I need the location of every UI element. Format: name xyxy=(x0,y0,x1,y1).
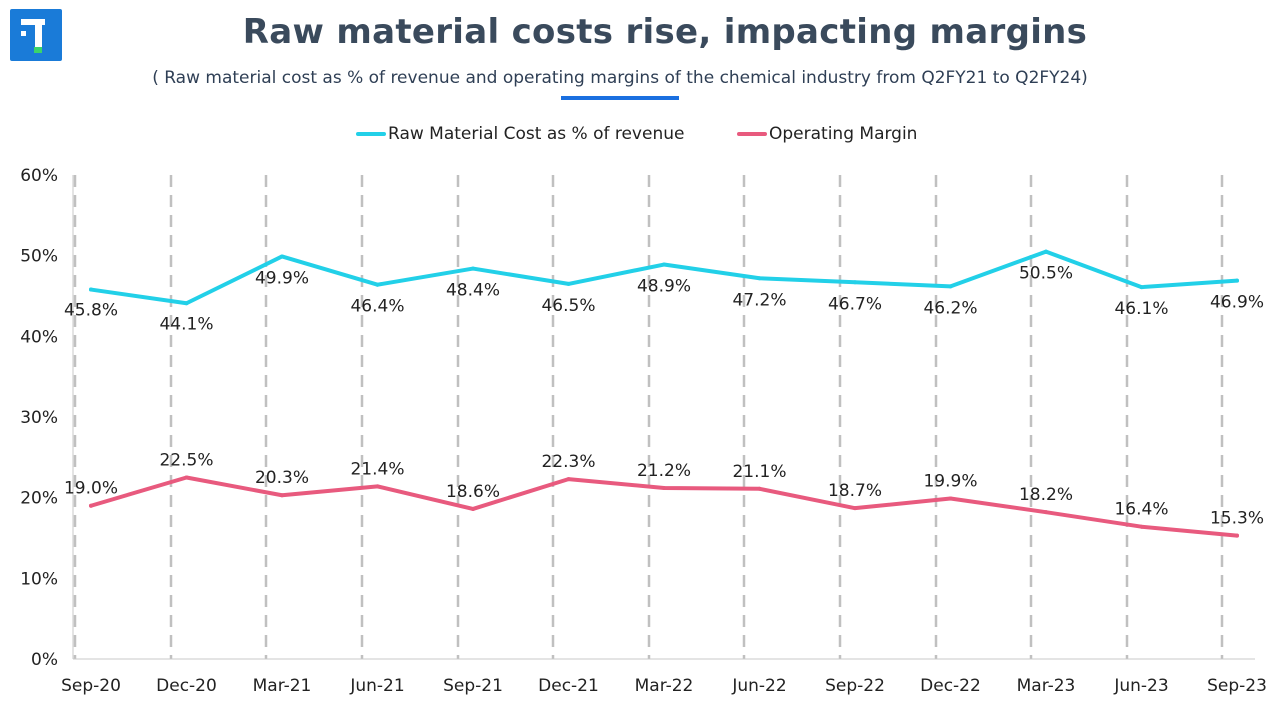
data-point-raw-material-cost-as-of-revenue-dec-21 xyxy=(566,281,571,286)
brand-logo-icon xyxy=(10,9,62,61)
data-label-raw-material-cost-as-of-revenue-mar-23: 50.5% xyxy=(1019,264,1073,284)
logo-mark-icon xyxy=(21,19,45,53)
page-title: Raw material costs rise, impacting margi… xyxy=(242,12,1088,52)
legend-label-raw-material: Raw Material Cost as % of revenue xyxy=(388,124,685,144)
data-label-operating-margin-jun-22: 21.1% xyxy=(732,462,786,482)
data-point-raw-material-cost-as-of-revenue-mar-22 xyxy=(662,262,666,267)
data-point-operating-margin-sep-20 xyxy=(89,503,93,508)
data-label-raw-material-cost-as-of-revenue-dec-21: 46.5% xyxy=(541,296,595,316)
x-tick-label-mar-22: Mar-22 xyxy=(635,676,694,696)
data-label-raw-material-cost-as-of-revenue-jun-23: 46.1% xyxy=(1114,299,1168,319)
data-point-operating-margin-jun-21 xyxy=(375,484,380,489)
data-label-raw-material-cost-as-of-revenue-mar-21: 49.9% xyxy=(255,268,309,288)
legend-item-operating-margin: Operating Margin xyxy=(737,124,917,144)
data-point-operating-margin-dec-22 xyxy=(948,496,953,501)
x-tick-label-sep-23: Sep-23 xyxy=(1207,676,1267,696)
data-label-raw-material-cost-as-of-revenue-jun-21: 46.4% xyxy=(350,297,404,317)
data-point-operating-margin-dec-20 xyxy=(184,475,189,480)
data-point-raw-material-cost-as-of-revenue-jun-23 xyxy=(1139,285,1144,290)
data-point-operating-margin-jun-22 xyxy=(757,486,762,491)
data-point-operating-margin-dec-21 xyxy=(566,477,571,482)
data-label-operating-margin-mar-22: 21.2% xyxy=(637,461,691,481)
x-tick-label-dec-21: Dec-21 xyxy=(538,676,599,696)
x-tick-label-sep-20: Sep-20 xyxy=(61,676,121,696)
y-tick-label-0: 0% xyxy=(31,650,58,670)
y-tick-label-40: 40% xyxy=(20,327,58,347)
page-subtitle: ( Raw material cost as % of revenue and … xyxy=(152,68,1088,88)
data-point-operating-margin-sep-22 xyxy=(853,506,857,511)
data-point-raw-material-cost-as-of-revenue-sep-21 xyxy=(471,266,475,271)
legend-item-raw-material: Raw Material Cost as % of revenue xyxy=(356,124,684,144)
x-tick-label-mar-21: Mar-21 xyxy=(253,676,312,696)
data-label-operating-margin-jun-21: 21.4% xyxy=(350,459,404,479)
data-point-operating-margin-sep-21 xyxy=(471,506,475,511)
x-tick-label-jun-23: Jun-23 xyxy=(1113,676,1168,696)
data-label-raw-material-cost-as-of-revenue-sep-21: 48.4% xyxy=(446,281,500,301)
data-label-operating-margin-sep-22: 18.7% xyxy=(828,481,882,501)
data-point-raw-material-cost-as-of-revenue-sep-23 xyxy=(1235,278,1239,283)
y-tick-label-20: 20% xyxy=(20,489,58,509)
y-tick-label-60: 60% xyxy=(20,166,58,186)
title-underline xyxy=(561,96,679,100)
data-label-raw-material-cost-as-of-revenue-dec-22: 46.2% xyxy=(923,298,977,318)
data-point-raw-material-cost-as-of-revenue-jun-21 xyxy=(375,282,380,287)
data-label-raw-material-cost-as-of-revenue-sep-20: 45.8% xyxy=(64,301,118,321)
x-tick-label-jun-22: Jun-22 xyxy=(731,676,786,696)
x-tick-label-dec-20: Dec-20 xyxy=(156,676,217,696)
legend-swatch-raw-material xyxy=(356,132,386,136)
data-point-raw-material-cost-as-of-revenue-sep-22 xyxy=(853,280,857,285)
data-label-operating-margin-sep-20: 19.0% xyxy=(64,479,118,499)
data-label-raw-material-cost-as-of-revenue-sep-22: 46.7% xyxy=(828,294,882,314)
x-tick-label-dec-22: Dec-22 xyxy=(920,676,981,696)
data-label-operating-margin-dec-20: 22.5% xyxy=(159,451,213,471)
data-label-raw-material-cost-as-of-revenue-sep-23: 46.9% xyxy=(1210,293,1264,313)
data-label-raw-material-cost-as-of-revenue-dec-20: 44.1% xyxy=(159,314,213,334)
y-tick-label-10: 10% xyxy=(20,569,58,589)
x-tick-label-sep-21: Sep-21 xyxy=(443,676,503,696)
x-tick-label-sep-22: Sep-22 xyxy=(825,676,885,696)
data-point-raw-material-cost-as-of-revenue-mar-23 xyxy=(1044,249,1048,254)
data-point-operating-margin-mar-22 xyxy=(662,485,666,490)
data-point-raw-material-cost-as-of-revenue-mar-21 xyxy=(280,254,284,259)
y-tick-label-50: 50% xyxy=(20,247,58,267)
data-label-raw-material-cost-as-of-revenue-jun-22: 47.2% xyxy=(732,290,786,310)
data-point-raw-material-cost-as-of-revenue-dec-22 xyxy=(948,284,953,289)
data-point-raw-material-cost-as-of-revenue-sep-20 xyxy=(89,287,93,292)
data-point-raw-material-cost-as-of-revenue-jun-22 xyxy=(757,276,762,281)
data-point-operating-margin-mar-23 xyxy=(1044,510,1048,515)
data-label-operating-margin-sep-23: 15.3% xyxy=(1210,509,1264,529)
data-point-operating-margin-mar-21 xyxy=(280,493,284,498)
data-point-operating-margin-sep-23 xyxy=(1235,533,1239,538)
data-label-raw-material-cost-as-of-revenue-mar-22: 48.9% xyxy=(637,277,691,297)
data-label-operating-margin-mar-23: 18.2% xyxy=(1019,485,1073,505)
data-label-operating-margin-mar-21: 20.3% xyxy=(255,468,309,488)
data-label-operating-margin-dec-21: 22.3% xyxy=(541,452,595,472)
x-tick-label-mar-23: Mar-23 xyxy=(1017,676,1076,696)
legend-label-operating-margin: Operating Margin xyxy=(769,124,918,144)
y-tick-label-30: 30% xyxy=(20,408,58,428)
data-label-operating-margin-jun-23: 16.4% xyxy=(1114,500,1168,520)
x-tick-label-jun-21: Jun-21 xyxy=(349,676,404,696)
data-label-operating-margin-sep-21: 18.6% xyxy=(446,482,500,502)
legend-swatch-operating-margin xyxy=(737,132,767,136)
data-label-operating-margin-dec-22: 19.9% xyxy=(923,471,977,491)
data-point-operating-margin-jun-23 xyxy=(1139,524,1144,529)
chart-legend: Raw Material Cost as % of revenue Operat… xyxy=(0,124,1280,150)
data-point-raw-material-cost-as-of-revenue-dec-20 xyxy=(184,301,189,306)
